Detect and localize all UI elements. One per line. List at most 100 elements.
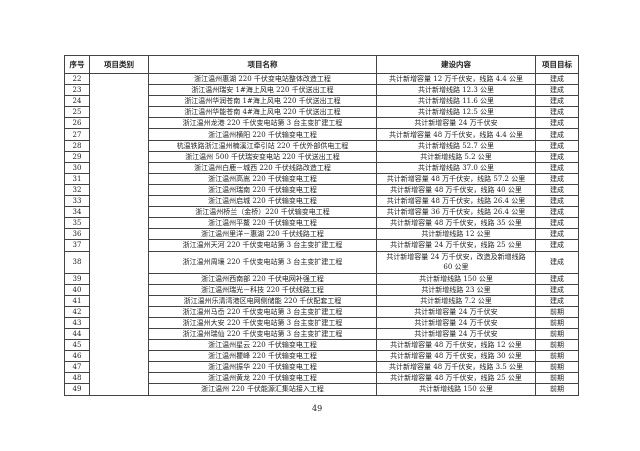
cell-content: 共计新增线路 12.5 公里 (376, 106, 536, 119)
cell-category (89, 73, 149, 396)
cell-no: 22 (64, 72, 90, 86)
cell-name: 浙江温州瑞光－科技 220 千伏线路工程 (148, 283, 377, 296)
table-row: 49 浙江温州 220 千伏能源汇集站接入工程 共计新增线路 150 公里 前期 (64, 383, 579, 396)
cell-content: 共计新增容量 48 万千伏安，线路 4.4 公里 (376, 128, 536, 141)
cell-goal: 建成 (535, 150, 579, 163)
cell-goal: 建成 (535, 195, 579, 208)
cell-no: 43 (64, 316, 90, 329)
cell-name: 浙江温州高嵩 220 千伏输变电工程 (148, 172, 377, 185)
table-row: 47 浙江温州振华 220 千伏输变电工程 共计新增容量 48 万千伏安，线路 3.… (64, 361, 579, 374)
cell-name: 浙江温州大安 220 千伏变电站第 3 台主变扩建工程 (148, 316, 377, 329)
cell-content: 共计新增线路 5.2 公里 (376, 150, 536, 163)
cell-name: 浙江温州黄龙 220 千伏输变电工程 (148, 372, 377, 385)
cell-no: 39 (64, 272, 90, 285)
cell-content: 共计新增线路 52.7 公里 (376, 139, 536, 152)
cell-name: 浙江温州里洋－惠湖 220 千伏线路工程 (148, 228, 377, 241)
table-row: 43 浙江温州大安 220 千伏变电站第 3 台主变扩建工程 共计新增容量 24 万… (64, 316, 579, 329)
cell-name: 浙江温州乐清湾港区电网侧储能 220 千伏配套工程 (148, 294, 377, 307)
cell-content: 共计新增线路 12.3 公里 (376, 84, 536, 97)
cell-name: 浙江温州横阳 220 千伏输变电工程 (148, 128, 377, 141)
table-row: 42 浙江温州马岙 220 千伏变电站第 3 台主变扩建工程 共计新增容量 24 万… (64, 305, 579, 318)
cell-no: 29 (64, 150, 90, 163)
page-number: 49 (312, 404, 323, 413)
cell-content: 共计新增容量 48 万千伏安，线路 40 公里 (376, 183, 536, 197)
cell-goal: 建成 (535, 72, 579, 86)
cell-no: 41 (64, 294, 90, 307)
cell-content: 共计新增容量 48 万千伏安，线路 30 公里 (376, 350, 536, 363)
cell-content: 共计新增线路 37.0 公里 (376, 161, 536, 174)
cell-goal: 建成 (535, 139, 579, 152)
cell-no: 33 (64, 195, 90, 208)
cell-content: 共计新增容量 24 万千伏安，改造及新增线路 60 公里 (376, 250, 536, 274)
cell-no: 31 (64, 172, 90, 185)
cell-no: 47 (64, 361, 90, 374)
cell-goal: 前期 (535, 339, 579, 352)
table-row: 48 浙江温州黄龙 220 千伏输变电工程 共计新增容量 48 万千伏安，线路 25… (64, 372, 579, 385)
cell-content: 共计新增容量 24 万千伏安 (376, 117, 536, 130)
cell-goal: 前期 (535, 361, 579, 374)
cell-goal: 前期 (535, 316, 579, 329)
header-category: 项目类别 (89, 55, 149, 74)
cell-content: 共计新增容量 24 万千伏安 (376, 305, 536, 318)
cell-goal: 前期 (535, 350, 579, 363)
cell-goal: 建成 (535, 172, 579, 185)
cell-name: 浙江温州华润苍南 1#海上风电 220 千伏送出工程 (148, 95, 377, 108)
cell-content: 共计新增容量 24 万千伏安 (376, 327, 536, 341)
cell-no: 36 (64, 228, 90, 241)
cell-name: 浙江温州龙港 220 千伏变电站第 3 台主变扩建工程 (148, 117, 377, 130)
header-no: 序号 (64, 55, 90, 74)
cell-goal: 建成 (535, 239, 579, 252)
cell-goal: 建成 (535, 206, 579, 219)
cell-no: 34 (64, 206, 90, 219)
cell-content: 共计新增容量 48 万千伏安，线路 57.2 公里 (376, 172, 536, 185)
cell-goal: 前期 (535, 372, 579, 385)
cell-no: 40 (64, 283, 90, 296)
header-content: 建设内容 (376, 55, 536, 74)
cell-goal: 建成 (535, 250, 579, 274)
cell-goal: 建成 (535, 183, 579, 197)
cell-no: 24 (64, 95, 90, 108)
cell-goal: 建成 (535, 283, 579, 296)
cell-name: 浙江温州华能苍南 4#海上风电 220 千伏送出工程 (148, 106, 377, 119)
cell-goal: 前期 (535, 383, 579, 396)
cell-content: 共计新增线路 12 公里 (376, 228, 536, 241)
cell-no: 48 (64, 372, 90, 385)
cell-name: 浙江温州 220 千伏能源汇集站接入工程 (148, 383, 377, 396)
cell-goal: 建成 (535, 161, 579, 174)
cell-content: 共计新增容量 48 万千伏安，线路 25 公里 (376, 372, 536, 385)
cell-name: 浙江温州白鹿－城西 220 千伏线路改造工程 (148, 161, 377, 174)
table-row: 24 浙江温州华润苍南 1#海上风电 220 千伏送出工程 共计新增线路 11.6 … (64, 95, 579, 108)
cell-content: 共计新增线路 11.6 公里 (376, 95, 536, 108)
cell-name: 浙江温州启城 220 千伏输变电工程 (148, 195, 377, 208)
cell-name: 杭温铁路浙江温州楠溪江牵引站 220 千伏外部供电工程 (148, 139, 377, 152)
table-row: 22 浙江温州惠湖 220 千伏变电站整体改造工程 共计新增容量 12 万千伏安，线… (64, 72, 579, 396)
table-row: 32 浙江温州瑞南 220 千伏输变电工程 共计新增容量 48 万千伏安，线路 40… (64, 183, 579, 197)
header-goal: 项目目标 (535, 55, 579, 74)
cell-name: 浙江温州马岙 220 千伏变电站第 3 台主变扩建工程 (148, 305, 377, 318)
cell-content: 共计新增线路 150 公里 (376, 383, 536, 396)
cell-name: 浙江温州西南部 220 千伏电网补强工程 (148, 272, 377, 285)
cell-no: 27 (64, 128, 90, 141)
cell-content: 共计新增容量 48 万千伏安，线路 12 公里 (376, 339, 536, 352)
cell-name: 浙江温州桥兰（金桥）220 千伏输变电工程 (148, 206, 377, 219)
cell-no: 25 (64, 106, 90, 119)
table-row: 38 浙江温州周壤 220 千伏变电站第 3 台主变扩建工程 共计新增容量 24 万… (64, 250, 579, 274)
table-row: 40 浙江温州瑞光－科技 220 千伏线路工程 共计新增线路 23 公里 建成 (64, 283, 579, 296)
cell-goal: 建成 (535, 128, 579, 141)
cell-no: 44 (64, 327, 90, 341)
table-header-row: 序号 项目类别 项目名称 建设内容 项目目标 (64, 55, 579, 74)
cell-no: 49 (64, 383, 90, 396)
cell-no: 28 (64, 139, 90, 152)
cell-no: 32 (64, 183, 90, 197)
cell-no: 26 (64, 117, 90, 130)
cell-goal: 建成 (535, 217, 579, 230)
cell-name: 浙江温州瑞安 1#海上风电 220 千伏送出工程 (148, 84, 377, 97)
cell-name: 浙江温州平鳌 220 千伏输变电工程 (148, 217, 377, 230)
cell-no: 42 (64, 305, 90, 318)
header-name: 项目名称 (148, 55, 377, 74)
cell-no: 37 (64, 239, 90, 252)
cell-name: 浙江温州天河 220 千伏变电站第 3 台主变扩建工程 (148, 239, 377, 252)
cell-name: 浙江温州振华 220 千伏输变电工程 (148, 361, 377, 374)
cell-name: 浙江温州 500 千伏瑞安变电站 220 千伏送出工程 (148, 150, 377, 163)
cell-no: 23 (64, 84, 90, 97)
